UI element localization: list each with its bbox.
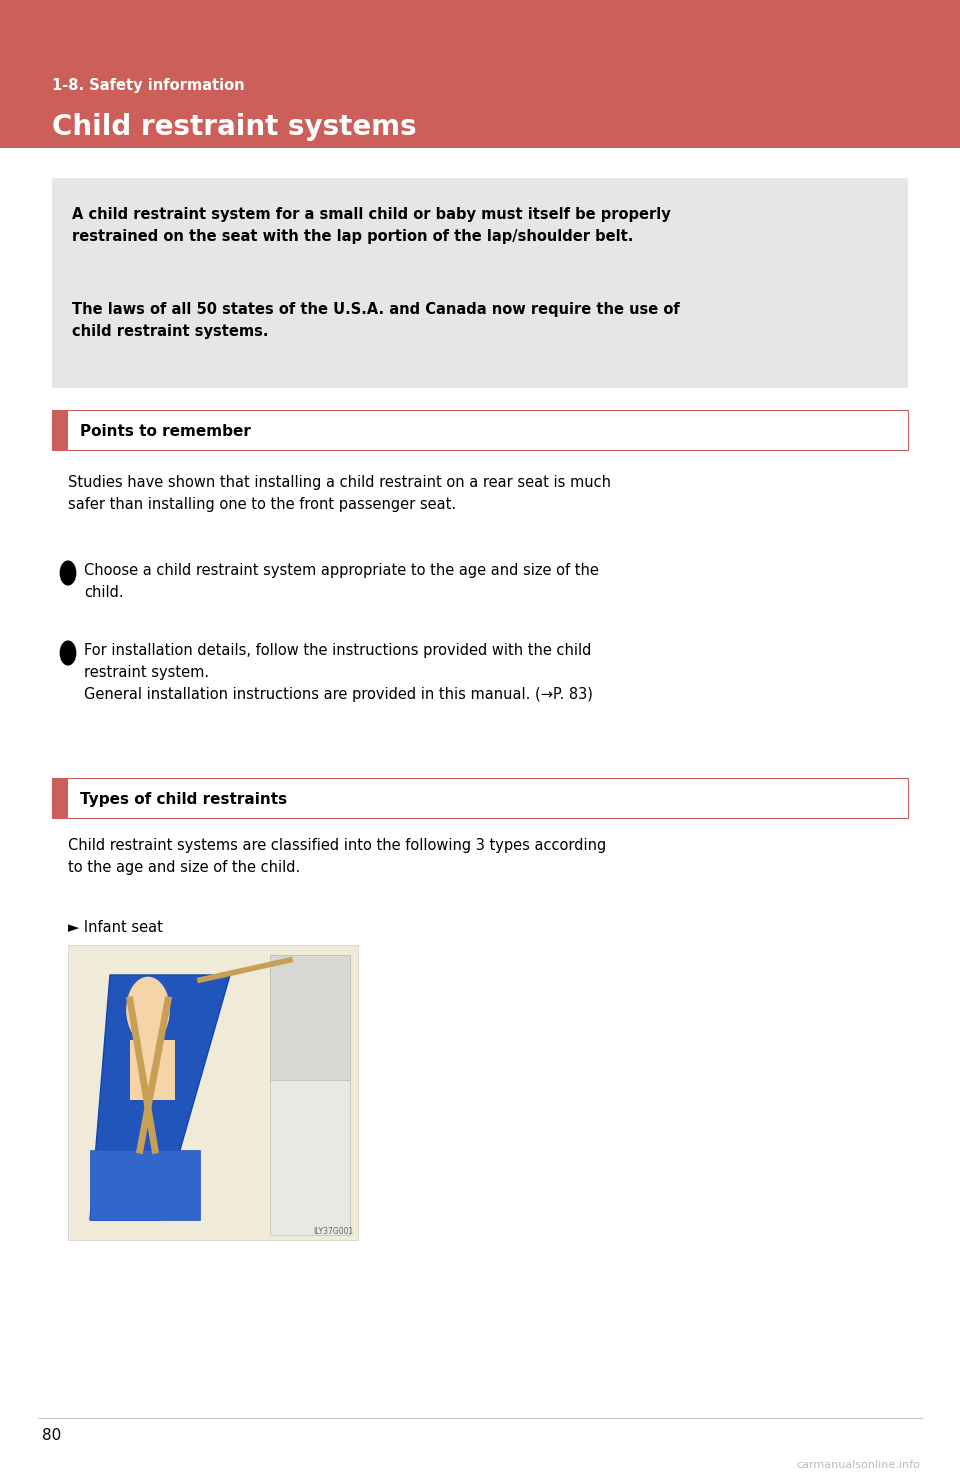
Text: Types of child restraints: Types of child restraints [80,792,287,807]
Text: A child restraint system for a small child or baby must itself be properly
restr: A child restraint system for a small chi… [72,206,671,245]
Text: 80: 80 [42,1428,61,1442]
Text: carmanualsonline.info: carmanualsonline.info [796,1460,920,1471]
Text: The laws of all 50 states of the U.S.A. and Canada now require the use of
child : The laws of all 50 states of the U.S.A. … [72,303,680,340]
Text: ILY37G001: ILY37G001 [314,1227,354,1236]
Text: Child restraint systems are classified into the following 3 types according
to t: Child restraint systems are classified i… [68,838,607,876]
Text: 1-8. Safety information: 1-8. Safety information [52,79,245,93]
Text: ► Infant seat: ► Infant seat [68,920,163,935]
Text: Points to remember: Points to remember [80,424,251,439]
Text: Studies have shown that installing a child restraint on a rear seat is much
safe: Studies have shown that installing a chi… [68,475,611,512]
Text: Choose a child restraint system appropriate to the age and size of the
child.: Choose a child restraint system appropri… [84,562,599,600]
Text: For installation details, follow the instructions provided with the child
restra: For installation details, follow the ins… [84,643,593,702]
Text: Child restraint systems: Child restraint systems [52,113,417,141]
